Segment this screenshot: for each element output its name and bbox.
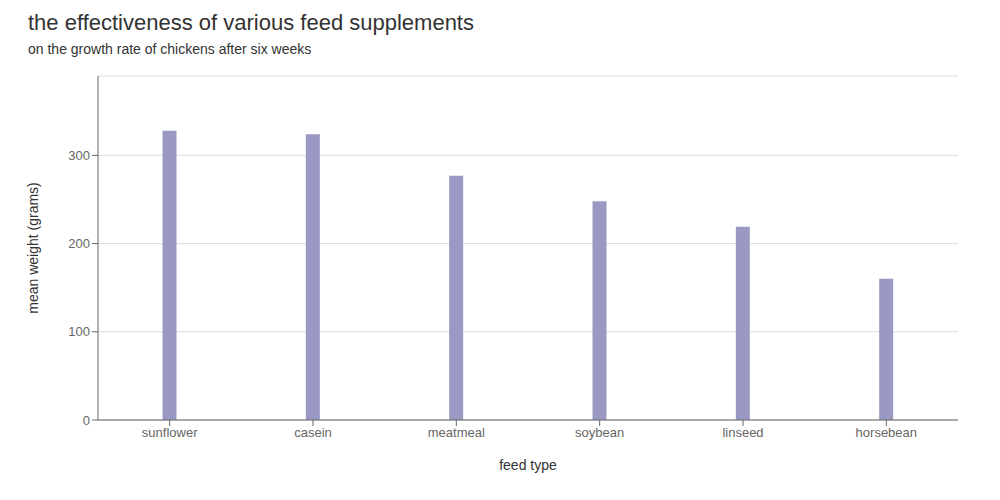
html-text:the effectiveness of various f: the effectiveness of various feed supple… bbox=[28, 10, 474, 35]
svg-text:feed type: feed type bbox=[499, 457, 557, 473]
svg-text:100: 100 bbox=[68, 324, 90, 339]
svg-text:horsebean: horsebean bbox=[856, 425, 917, 440]
svg-text:300: 300 bbox=[68, 148, 90, 163]
svg-text:casein: casein bbox=[294, 425, 332, 440]
html-text:on the growth rate of chickens: on the growth rate of chickens after six… bbox=[28, 41, 312, 57]
svg-text:soybean: soybean bbox=[575, 425, 624, 440]
svg-text:mean weight (grams): mean weight (grams) bbox=[25, 182, 41, 314]
svg-text:sunflower: sunflower bbox=[142, 425, 198, 440]
svg-text:meatmeal: meatmeal bbox=[428, 425, 485, 440]
svg-text:0: 0 bbox=[83, 413, 90, 428]
svg-text:linseed: linseed bbox=[722, 425, 763, 440]
svg-text:200: 200 bbox=[68, 236, 90, 251]
